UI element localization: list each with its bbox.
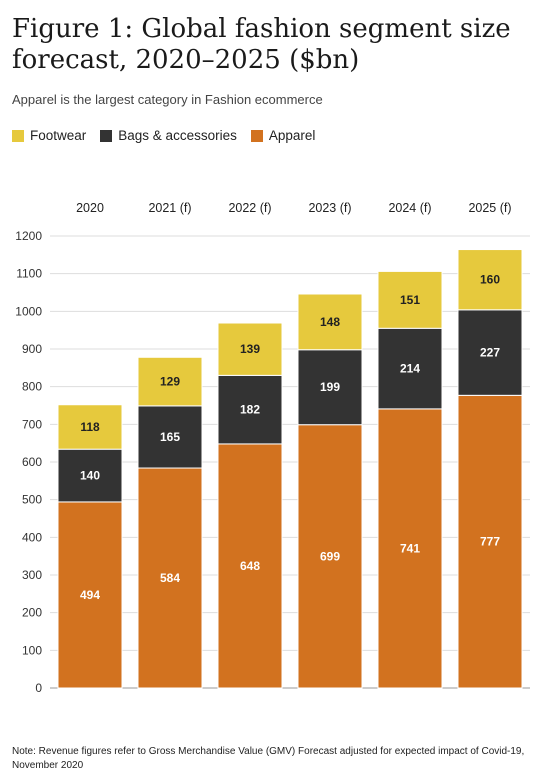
legend-label-bags: Bags & accessories: [118, 128, 237, 143]
category-label: 2024 (f): [388, 201, 431, 215]
data-label: 494: [80, 588, 100, 602]
legend-item-apparel: Apparel: [250, 128, 316, 143]
category-label: 2021 (f): [148, 201, 191, 215]
bar-segment: [377, 408, 443, 689]
y-tick-label: 1000: [15, 304, 42, 318]
bar-segment: [457, 394, 523, 689]
legend-swatch-footwear: [12, 129, 24, 142]
footnote: Note: Revenue figures refer to Gross Mer…: [12, 746, 525, 771]
data-label: 584: [160, 571, 180, 585]
data-label: 741: [400, 541, 420, 555]
y-tick-label: 400: [22, 530, 42, 544]
bar-segment: [297, 424, 363, 689]
bar-segment: [377, 327, 443, 410]
data-label: 648: [240, 559, 260, 573]
data-label: 699: [320, 549, 340, 563]
y-tick-label: 100: [22, 643, 42, 657]
data-label: 227: [480, 346, 500, 360]
y-tick-label: 500: [22, 493, 42, 507]
y-tick-label: 600: [22, 455, 42, 469]
y-tick-label: 1100: [16, 267, 42, 281]
chart-title: Figure 1: Global fashion segment size fo…: [12, 14, 511, 75]
y-tick-label: 900: [22, 342, 42, 356]
y-tick-label: 300: [22, 568, 42, 582]
bar-segment: [377, 270, 443, 329]
category-label: 2020: [76, 201, 104, 215]
bar-segment: [137, 405, 203, 469]
bar-segment: [137, 356, 203, 407]
data-label: 139: [240, 342, 260, 356]
bar-segment: [457, 249, 523, 311]
bar-segment: [217, 374, 283, 445]
bar-segment: [297, 293, 363, 351]
bar-segment: [57, 404, 123, 450]
y-tick-label: 800: [22, 380, 42, 394]
category-label: 2022 (f): [228, 201, 271, 215]
legend-label-footwear: Footwear: [30, 128, 87, 143]
y-tick-label: 1200: [15, 229, 42, 243]
legend-item-bags: Bags & accessories: [100, 128, 237, 143]
data-label: 129: [160, 375, 180, 389]
data-label: 165: [160, 430, 180, 444]
legend-item-footwear: Footwear: [12, 128, 86, 143]
category-label: 2025 (f): [468, 201, 511, 215]
data-label: 199: [320, 380, 340, 394]
y-tick-label: 0: [35, 681, 42, 695]
bar-segment: [457, 309, 523, 396]
bar-segment: [297, 349, 363, 426]
data-label: 777: [480, 535, 500, 549]
legend: Footwear Bags & accessories Apparel: [12, 128, 329, 143]
legend-label-apparel: Apparel: [268, 128, 316, 143]
legend-swatch-bags: [100, 129, 113, 142]
data-label: 214: [400, 362, 420, 376]
bar-segment: [217, 443, 283, 689]
legend-swatch-apparel: [250, 129, 263, 142]
data-label: 140: [80, 469, 100, 483]
bar-segment: [57, 501, 123, 689]
data-label: 148: [320, 315, 340, 329]
data-label: 151: [400, 293, 420, 307]
y-tick-label: 700: [22, 417, 42, 431]
bar-segment: [217, 322, 283, 376]
data-label: 182: [240, 403, 260, 417]
data-label: 118: [80, 420, 100, 434]
chart-subtitle: Apparel is the largest category in Fashi…: [12, 92, 323, 107]
bar-segment: [137, 467, 203, 689]
data-label: 160: [480, 273, 500, 287]
y-tick-label: 200: [22, 606, 42, 620]
category-label: 2023 (f): [308, 201, 351, 215]
